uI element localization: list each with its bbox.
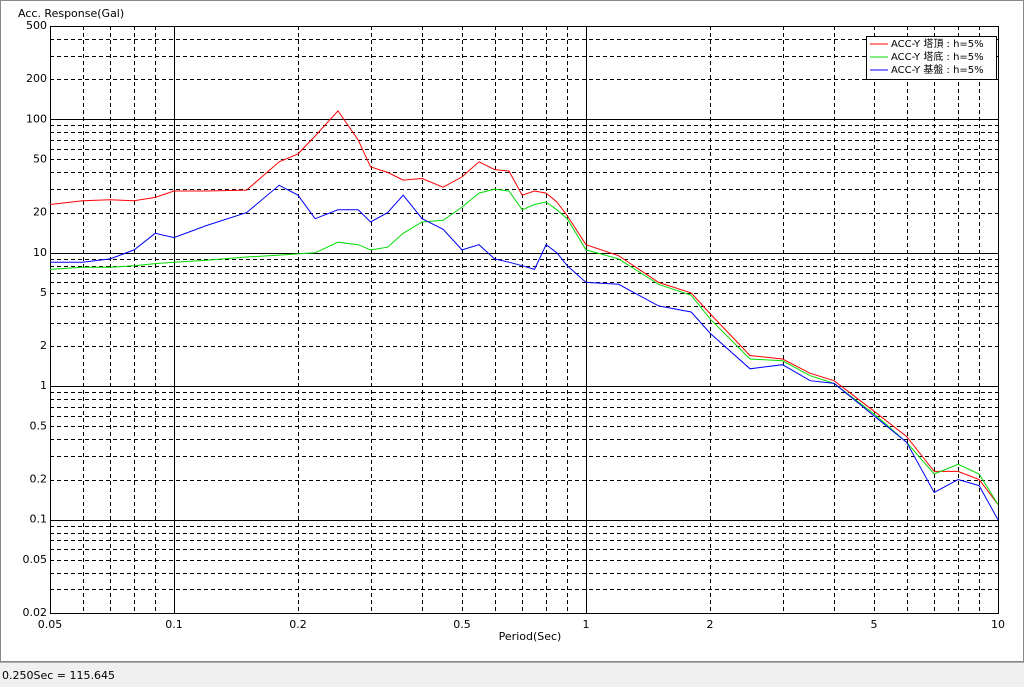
y-tick-label: 50 (33, 152, 47, 165)
y-tick-label: 0.1 (30, 513, 48, 526)
legend-label: ACC-Y 塔底 : h=5% (891, 50, 984, 63)
y-tick-label: 2 (40, 339, 47, 352)
y-tick-label: 100 (26, 112, 47, 125)
legend-label: ACC-Y 塔頂 : h=5% (891, 37, 984, 50)
x-tick-label: 10 (991, 618, 1005, 631)
legend-box (866, 36, 997, 80)
y-tick-label: 0.5 (30, 419, 48, 432)
frame (0, 0, 1024, 662)
x-axis-label: Period(Sec) (499, 630, 562, 643)
y-tick-label: 1 (40, 379, 47, 392)
x-tick-label: 0.5 (453, 618, 471, 631)
status-bar: 0.250Sec = 115.645 (0, 662, 1024, 687)
y-tick-label: 0.05 (23, 553, 48, 566)
y-tick-label: 0.02 (23, 606, 48, 619)
y-tick-label: 20 (33, 206, 47, 219)
y-tick-label: 0.2 (30, 473, 48, 486)
x-tick-label: 5 (870, 618, 877, 631)
x-tick-label: 1 (583, 618, 590, 631)
y-tick-label: 10 (33, 246, 47, 259)
chart-title: Acc. Response(Gal) (18, 7, 124, 20)
y-tick-label: 5 (40, 286, 47, 299)
x-tick-label: 0.1 (165, 618, 183, 631)
x-tick-label: 2 (707, 618, 714, 631)
x-tick-label: 0.2 (289, 618, 307, 631)
series-line (49, 188, 999, 505)
series-line (49, 110, 999, 505)
chart: Acc. Response(Gal) Period(Sec) 0.020.050… (0, 0, 1024, 662)
x-tick-label: 0.05 (38, 618, 63, 631)
y-tick-label: 200 (26, 72, 47, 85)
plot-border (50, 26, 999, 614)
series-line (50, 184, 999, 520)
legend-label: ACC-Y 基盤 : h=5% (891, 63, 984, 76)
y-tick-label: 500 (26, 19, 47, 32)
